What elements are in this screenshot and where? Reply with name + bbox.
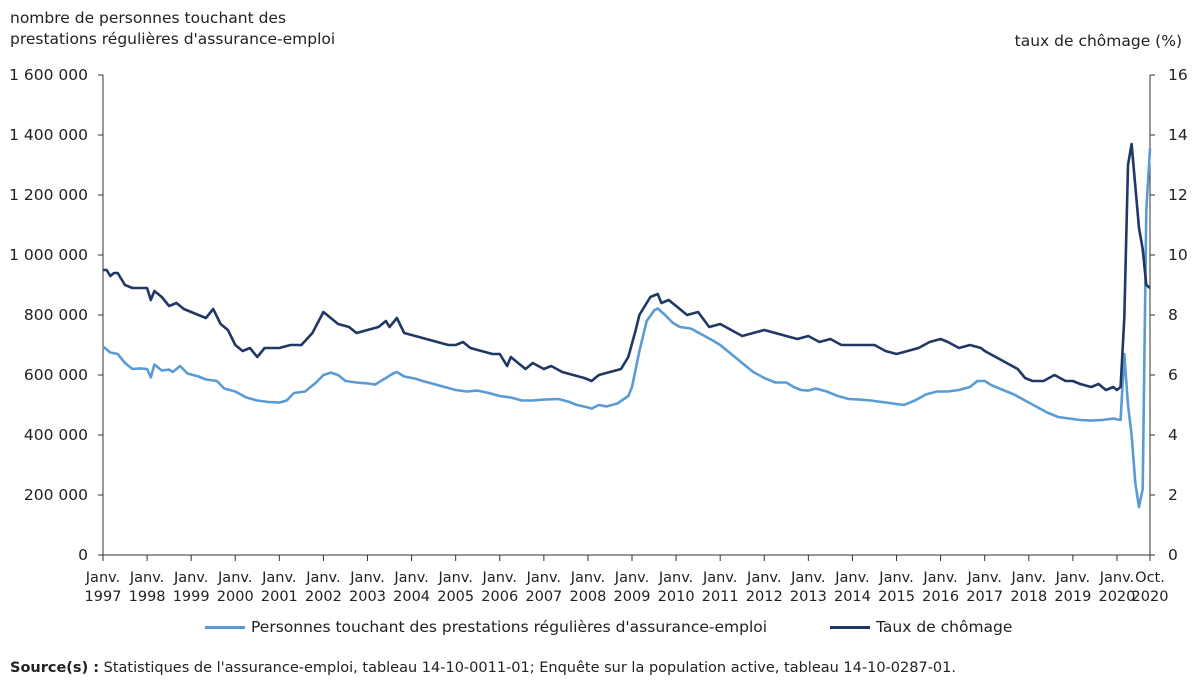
x-tick-label-month: Janv. <box>85 570 120 586</box>
x-tick-label-year: 1999 <box>173 589 210 605</box>
x-tick-label-year: 2016 <box>922 589 959 605</box>
x-tick-label-month: Janv. <box>349 570 384 586</box>
chart-axes: 0 200 000 400 000 600 000 800 000 1 000 000 1 … <box>9 66 1188 605</box>
x-tick-label-month: Oct. <box>1135 570 1165 586</box>
left-tick-label: 1 000 000 <box>9 246 88 264</box>
legend-swatch-beneficiaries <box>205 625 245 629</box>
x-tick-label-year: 2018 <box>1010 589 1047 605</box>
legend-item-beneficiaries: Personnes touchant des prestations régul… <box>205 618 767 636</box>
legend-label-beneficiaries: Personnes touchant des prestations régul… <box>251 618 768 636</box>
left-tick-label: 800 000 <box>24 306 88 324</box>
series-line-unemployment <box>103 142 1151 392</box>
x-tick-label-year: 2002 <box>305 589 342 605</box>
x-tick-label-month: Janv. <box>746 570 781 586</box>
x-tick-label-month: Janv. <box>966 570 1001 586</box>
x-tick-label-year: 2011 <box>702 589 739 605</box>
x-tick-label-month: Janv. <box>614 570 649 586</box>
left-tick-label: 1 400 000 <box>9 126 88 144</box>
x-tick-label-year: 2006 <box>481 589 518 605</box>
x-tick-label-year: 1998 <box>129 589 166 605</box>
left-tick-label: 1 600 000 <box>9 66 88 84</box>
right-tick-label: 4 <box>1168 426 1178 444</box>
x-tick-label-year: 2003 <box>349 589 386 605</box>
x-tick-label-month: Janv. <box>261 570 296 586</box>
x-tick-label-month: Janv. <box>173 570 208 586</box>
legend-swatch-unemployment <box>830 625 870 629</box>
left-tick-label: 0 <box>78 546 88 564</box>
x-tick-label-month: Janv. <box>790 570 825 586</box>
x-tick-label-year: 2007 <box>525 589 562 605</box>
right-tick-label: 12 <box>1168 186 1188 204</box>
x-tick-label-month: Janv. <box>1099 570 1134 586</box>
x-tick-label-year: 2005 <box>437 589 474 605</box>
right-tick-label: 14 <box>1168 126 1188 144</box>
x-tick-label-year: 2017 <box>966 589 1003 605</box>
x-tick-label-month: Janv. <box>393 570 428 586</box>
right-tick-label: 2 <box>1168 486 1178 504</box>
x-tick-label-year: 2020 <box>1132 589 1169 605</box>
source-label: Source(s) : <box>10 660 100 676</box>
legend-item-unemployment: Taux de chômage <box>830 618 1012 636</box>
x-tick-label-month: Janv. <box>878 570 913 586</box>
x-tick-label-month: Janv. <box>1011 570 1046 586</box>
x-tick-label-month: Janv. <box>834 570 869 586</box>
x-tick-label-month: Janv. <box>217 570 252 586</box>
x-tick-label-year: 2001 <box>261 589 298 605</box>
x-tick-label-year: 2020 <box>1098 589 1135 605</box>
source-note: Source(s) : Statistiques de l'assurance-… <box>10 660 956 676</box>
x-tick-label-month: Janv. <box>922 570 957 586</box>
x-tick-label-month: Janv. <box>305 570 340 586</box>
x-tick-label-year: 2000 <box>217 589 254 605</box>
x-tick-label-month: Janv. <box>570 570 605 586</box>
legend-label-unemployment: Taux de chômage <box>876 618 1013 636</box>
right-tick-label: 6 <box>1168 366 1178 384</box>
x-tick-label-month: Janv. <box>658 570 693 586</box>
x-tick-label-month: Janv. <box>437 570 472 586</box>
left-tick-label: 200 000 <box>24 486 88 504</box>
x-tick-label-year: 2008 <box>569 589 606 605</box>
x-tick-label-month: Janv. <box>526 570 561 586</box>
x-tick-label-year: 2019 <box>1054 589 1091 605</box>
x-tick-label-year: 2009 <box>614 589 651 605</box>
x-tick-label-month: Janv. <box>1055 570 1090 586</box>
right-tick-label: 10 <box>1168 246 1188 264</box>
x-tick-label-year: 2010 <box>658 589 695 605</box>
x-tick-label-month: Janv. <box>482 570 517 586</box>
right-tick-label: 16 <box>1168 66 1188 84</box>
x-tick-label-year: 2013 <box>790 589 827 605</box>
x-tick-label-year: 2014 <box>834 589 871 605</box>
left-tick-label: 600 000 <box>24 366 88 384</box>
right-tick-label: 0 <box>1168 546 1178 564</box>
right-axis-title: taux de chômage (%) <box>1014 32 1182 50</box>
source-text: Statistiques de l'assurance-emploi, tabl… <box>99 660 956 676</box>
series-line-beneficiaries <box>102 148 1152 509</box>
x-tick-label-month: Janv. <box>702 570 737 586</box>
left-tick-label: 1 200 000 <box>9 186 88 204</box>
left-axis-title: nombre de personnes touchant des prestat… <box>10 9 336 48</box>
x-tick-label-year: 2004 <box>393 589 430 605</box>
x-tick-label-month: Janv. <box>129 570 164 586</box>
x-tick-label-year: 1997 <box>85 589 122 605</box>
left-tick-label: 400 000 <box>24 426 88 444</box>
x-tick-label-year: 2015 <box>878 589 915 605</box>
x-tick-label-year: 2012 <box>746 589 783 605</box>
right-tick-label: 8 <box>1168 306 1178 324</box>
chart-lines <box>102 142 1152 509</box>
